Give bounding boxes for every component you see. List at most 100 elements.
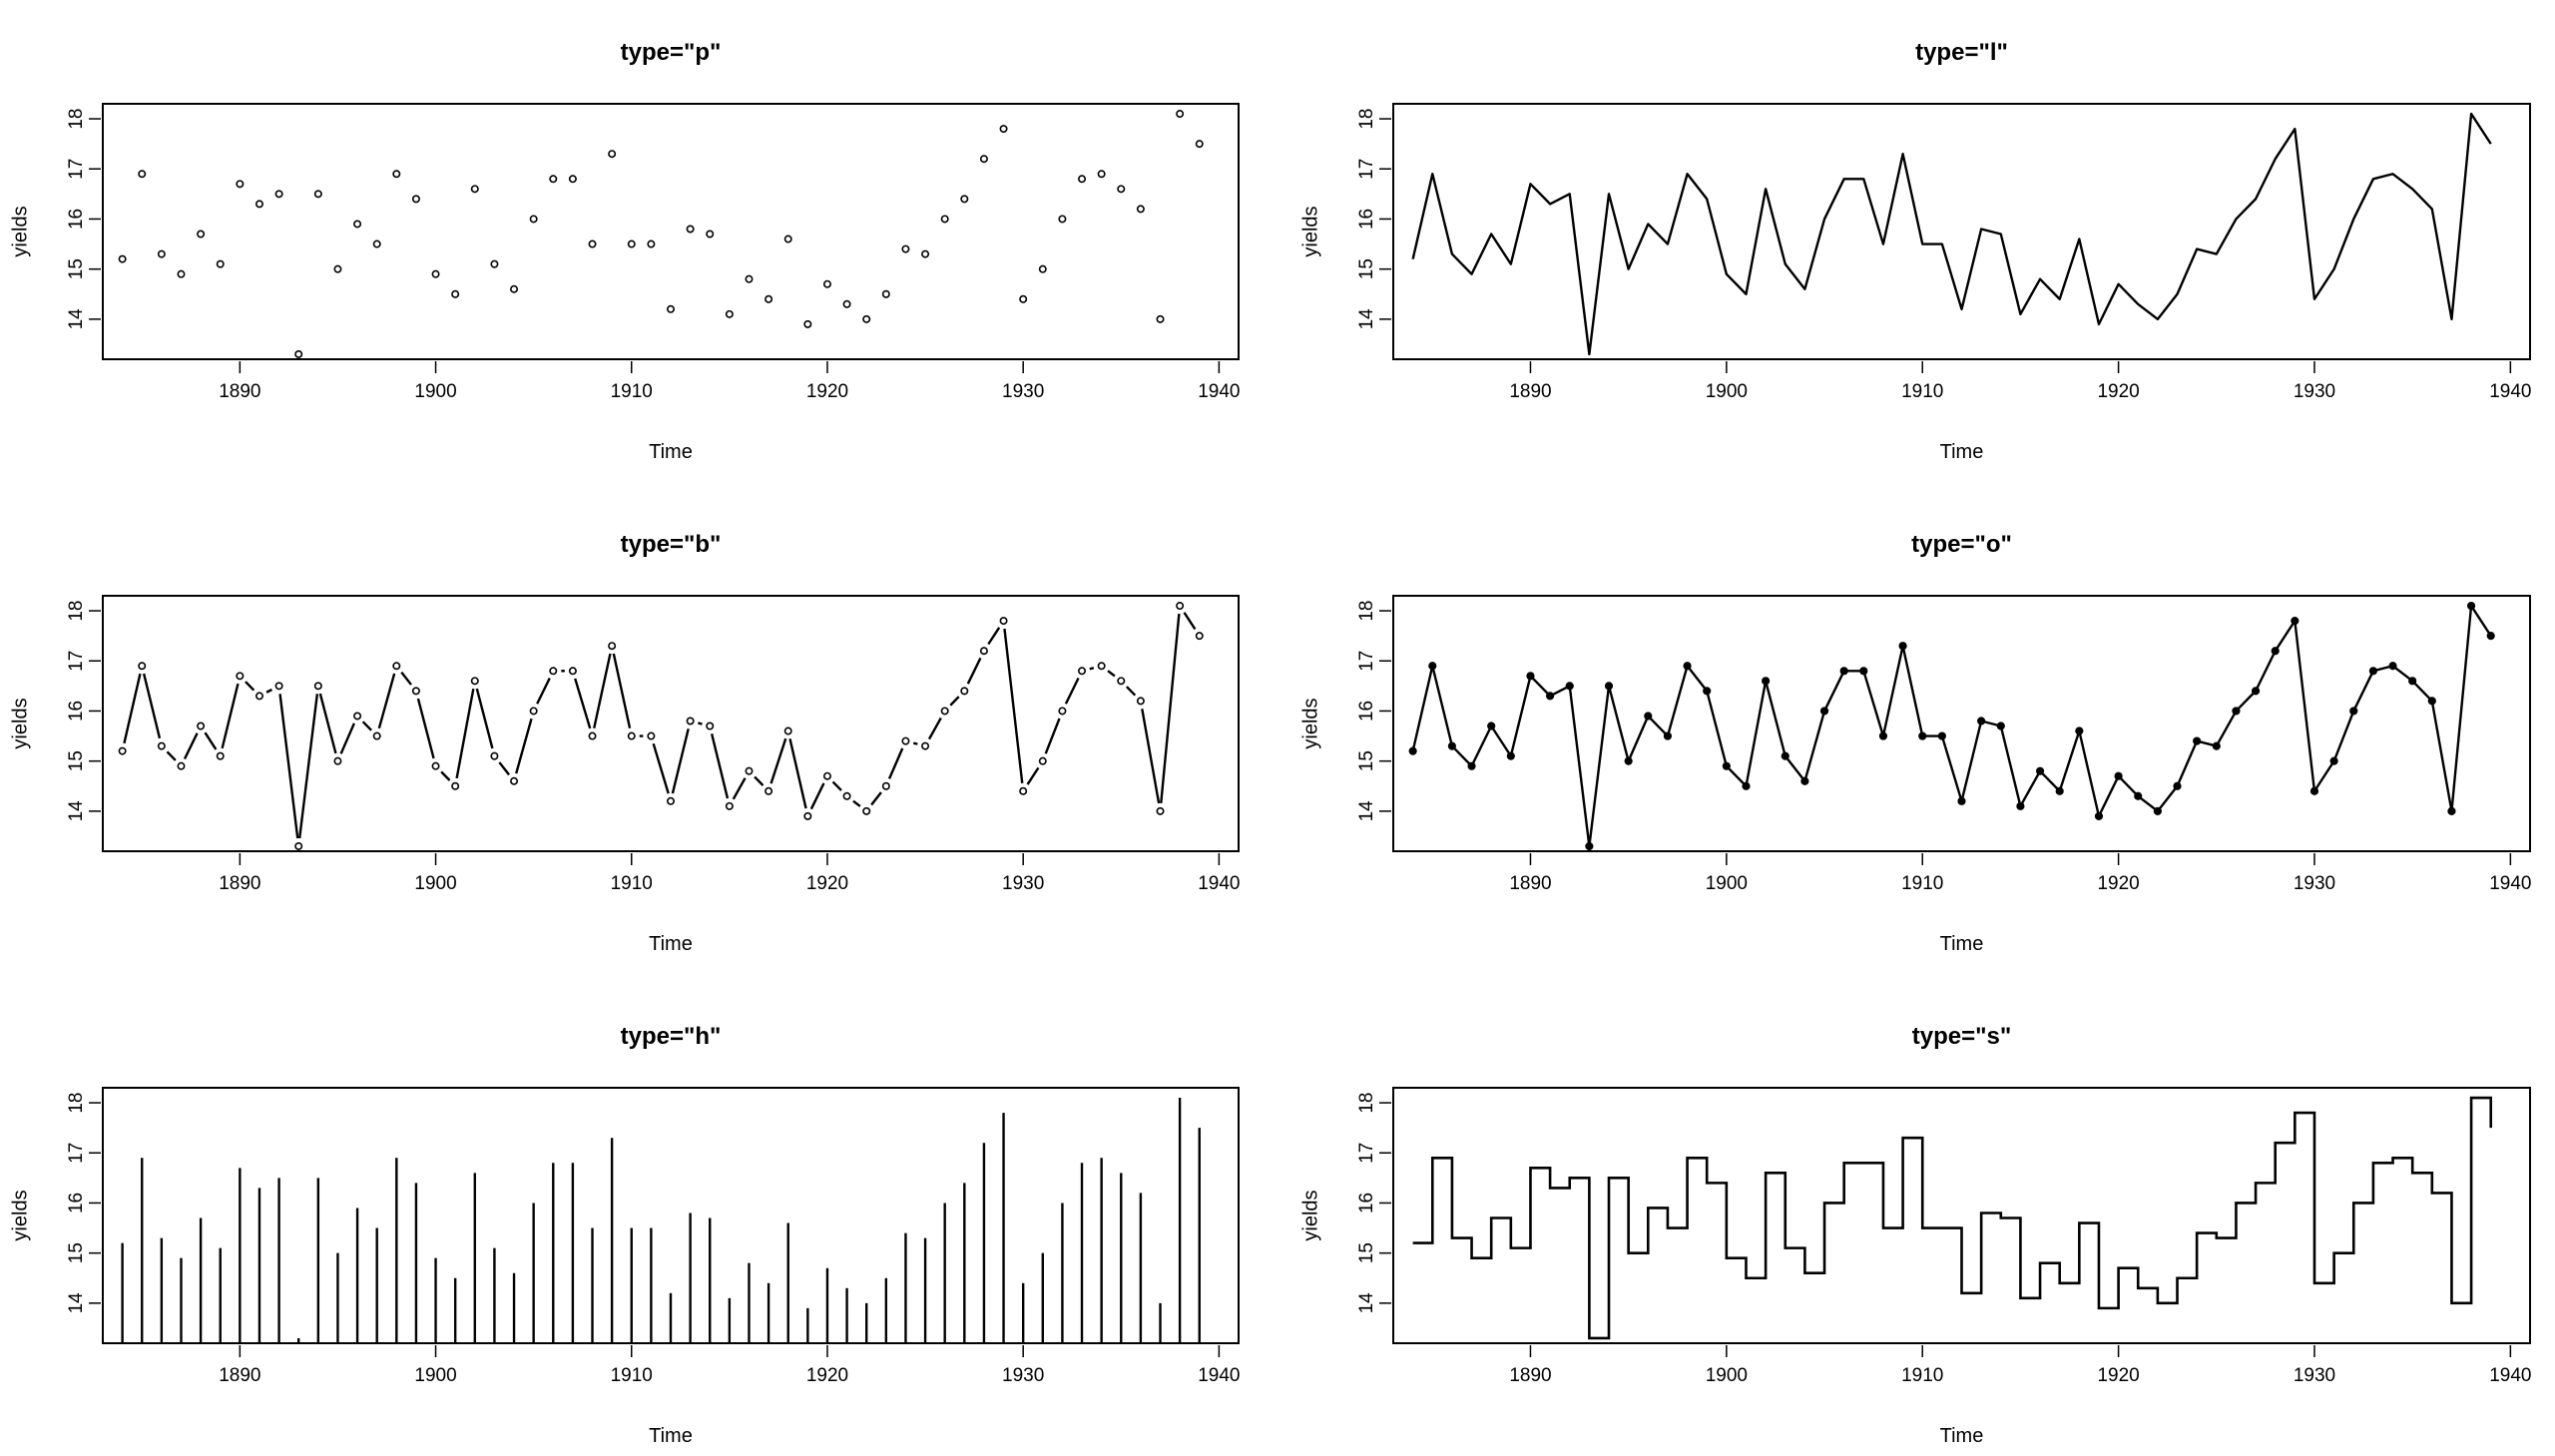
data-point xyxy=(1058,707,1067,716)
data-point xyxy=(451,781,460,790)
data-point xyxy=(157,741,166,750)
series-segment xyxy=(475,688,494,749)
data-point xyxy=(2486,632,2495,641)
series-line xyxy=(1411,112,2492,356)
y-axis-label: yields xyxy=(9,206,31,256)
data-point xyxy=(2368,667,2377,676)
data-point xyxy=(822,279,831,288)
x-tick-label: 1930 xyxy=(1002,381,1044,402)
y-tick-label: 14 xyxy=(1356,800,1377,822)
data-point xyxy=(353,712,362,721)
data-point xyxy=(1408,746,1417,755)
series-segment xyxy=(1064,677,1080,705)
data-point xyxy=(1136,205,1145,214)
data-point xyxy=(333,264,342,273)
data-point xyxy=(1800,776,1809,785)
data-point xyxy=(549,175,558,184)
y-tick-label: 15 xyxy=(66,750,87,771)
series-segment xyxy=(574,678,592,729)
chart-title: type="h" xyxy=(621,1023,722,1050)
data-point xyxy=(431,269,440,278)
data-point xyxy=(2466,601,2476,611)
data-point xyxy=(647,240,656,248)
x-tick-label: 1940 xyxy=(2489,381,2531,402)
y-axis-label: yields xyxy=(9,698,31,748)
data-point xyxy=(1996,722,2005,730)
data-point xyxy=(1819,707,1829,716)
data-point xyxy=(313,682,322,691)
y-tick-label: 16 xyxy=(1356,209,1377,230)
series-step-line xyxy=(1412,1096,2493,1340)
y-tick-label: 18 xyxy=(1356,1092,1377,1113)
series-segment xyxy=(1089,667,1095,671)
data-point xyxy=(411,195,420,204)
x-tick-label: 1920 xyxy=(806,1365,848,1386)
y-axis-label: yields xyxy=(1299,1190,1321,1240)
data-point xyxy=(255,200,263,209)
data-point xyxy=(783,727,792,735)
data-point xyxy=(1546,692,1555,701)
series-segment xyxy=(754,775,765,786)
data-point xyxy=(2447,806,2456,815)
x-axis-label: Time xyxy=(649,933,693,955)
x-tick-label: 1920 xyxy=(806,381,848,402)
data-point xyxy=(1487,722,1496,730)
data-point xyxy=(372,731,381,740)
series-segment xyxy=(912,741,918,745)
data-point xyxy=(627,240,636,248)
data-point xyxy=(1097,662,1106,671)
data-point xyxy=(2291,616,2300,626)
series-segment xyxy=(612,653,632,728)
series-segment xyxy=(1183,612,1197,631)
data-point xyxy=(1467,761,1476,770)
data-point xyxy=(549,667,558,676)
series-segment xyxy=(455,688,475,779)
data-point xyxy=(1195,632,1204,641)
y-tick-label: 18 xyxy=(66,600,87,621)
data-point xyxy=(255,692,263,701)
y-axis-label: yields xyxy=(9,1190,31,1240)
x-tick-label: 1910 xyxy=(611,873,653,894)
plot-panel-b: type="b" 1890 1900 1910 1920 1930 1940 14 15 16 17… xyxy=(9,531,1240,955)
data-point xyxy=(568,667,577,676)
data-point xyxy=(862,314,871,323)
series-segment xyxy=(852,799,861,807)
x-tick-label: 1930 xyxy=(1002,1365,1044,1386)
data-point xyxy=(2114,771,2123,780)
data-point xyxy=(510,284,519,293)
series-segment xyxy=(732,777,747,800)
y-tick-label: 15 xyxy=(1356,750,1377,771)
x-tick-label: 1910 xyxy=(1901,1365,1943,1386)
chart-title: type="s" xyxy=(1912,1023,2011,1050)
y-tick-label: 16 xyxy=(66,1193,87,1213)
data-point xyxy=(588,731,597,740)
data-point xyxy=(901,244,910,253)
data-point xyxy=(783,235,792,243)
data-point xyxy=(1176,110,1185,119)
data-point xyxy=(1957,796,1966,805)
series-segment xyxy=(377,673,396,729)
series-segment xyxy=(809,782,825,810)
plot-frame xyxy=(102,595,1240,852)
x-tick-label: 1920 xyxy=(2097,873,2139,894)
data-point xyxy=(118,254,127,263)
data-point xyxy=(686,225,695,234)
data-point xyxy=(842,791,851,800)
series-segment xyxy=(1126,686,1137,697)
series-segment xyxy=(671,728,690,794)
series-segment xyxy=(652,742,670,794)
data-point xyxy=(1762,677,1771,686)
data-point xyxy=(529,707,538,716)
series-segment xyxy=(245,681,256,692)
data-point xyxy=(197,230,206,239)
data-point xyxy=(627,731,636,740)
data-point xyxy=(765,786,773,795)
data-point xyxy=(2094,811,2104,820)
x-axis-label: Time xyxy=(1940,1425,1984,1447)
data-point xyxy=(177,761,186,770)
y-axis-label: yields xyxy=(1299,206,1321,256)
data-point xyxy=(1176,602,1185,611)
y-tick-label: 16 xyxy=(1356,1193,1377,1213)
data-point xyxy=(765,294,773,303)
